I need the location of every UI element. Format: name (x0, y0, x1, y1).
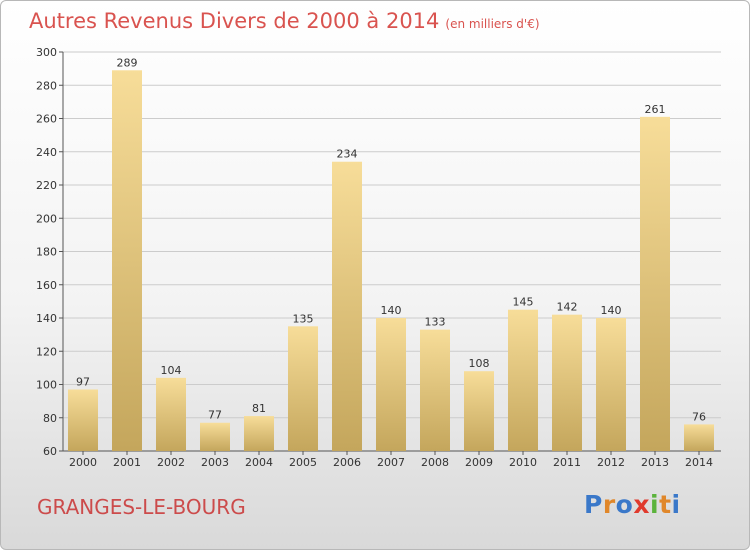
commune-name: GRANGES-LE-BOURG (37, 495, 246, 519)
value-label-2003: 77 (208, 409, 222, 422)
y-tick-label: 280 (36, 79, 57, 92)
y-tick-label: 100 (36, 379, 57, 392)
y-tick-label: 220 (36, 179, 57, 192)
bar-2012 (596, 318, 626, 451)
x-tick-label-2004: 2004 (245, 456, 273, 469)
logo-letter: i (671, 490, 681, 519)
value-label-2007: 140 (381, 304, 402, 317)
bars (68, 70, 714, 452)
value-label-2012: 140 (601, 304, 622, 317)
bar-2000 (68, 389, 98, 451)
y-tick-label: 120 (36, 345, 57, 358)
bar-2013 (640, 116, 670, 452)
x-tick-label-2005: 2005 (289, 456, 317, 469)
y-tick-labels: 60 80 100 120 140 160 180 200 220 240 260 280 300 (36, 46, 57, 458)
bar-2011 (552, 314, 582, 451)
bar-2007 (376, 318, 406, 451)
value-label-2009: 108 (469, 357, 490, 370)
logo-letter: r (602, 490, 616, 519)
value-label-2014: 76 (692, 410, 706, 423)
value-label-2002: 104 (161, 364, 182, 377)
logo-letter: i (650, 490, 660, 519)
y-tick-label: 160 (36, 279, 57, 292)
bar-2001 (112, 70, 142, 451)
y-tick-label: 180 (36, 246, 57, 259)
y-tick-label: 60 (43, 445, 57, 458)
logo-letter: o (615, 490, 634, 519)
value-label-2006: 234 (337, 148, 358, 161)
x-tick-label-2006: 2006 (333, 456, 361, 469)
value-label-2013: 261 (645, 103, 666, 116)
x-tick-label-2008: 2008 (421, 456, 449, 469)
x-tick-label-2009: 2009 (465, 456, 493, 469)
value-labels: 97 289 104 77 81 135 234 140 133 108 145 142 140 261 7… (76, 56, 706, 423)
x-tick-label-2012: 2012 (597, 456, 625, 469)
value-label-2011: 142 (557, 301, 578, 314)
value-label-2005: 135 (293, 312, 314, 325)
y-tick-label: 300 (36, 46, 57, 59)
value-label-2010: 145 (513, 296, 534, 309)
x-tick-label-2007: 2007 (377, 456, 405, 469)
chart-title-main: Autres Revenus Divers de 2000 à 2014 (29, 9, 440, 33)
chart-title: Autres Revenus Divers de 2000 à 2014 (en … (29, 9, 540, 33)
x-tick-label-2013: 2013 (641, 456, 669, 469)
x-tick-label-2003: 2003 (201, 456, 229, 469)
x-tick-label-2010: 2010 (509, 456, 537, 469)
value-label-2001: 289 (117, 56, 138, 69)
x-tick-label-2002: 2002 (157, 456, 185, 469)
logo-letter: x (633, 490, 650, 519)
chart-subtitle: (en milliers d'€) (445, 17, 540, 31)
x-tick-label-2011: 2011 (553, 456, 581, 469)
x-tick-labels: 2000 2001 2002 2003 2004 2005 2006 2007 2008 2009… (69, 456, 713, 469)
bar-2005 (288, 326, 318, 451)
bar-2009 (464, 371, 494, 451)
bar-2010 (508, 309, 538, 451)
logo-letter: t (659, 490, 672, 519)
bar-2014 (684, 424, 714, 451)
logo-letter: P (584, 490, 603, 519)
value-label-2004: 81 (252, 402, 266, 415)
y-tick-label: 80 (43, 412, 57, 425)
y-tick-label: 200 (36, 212, 57, 225)
x-tick-label-2001: 2001 (113, 456, 141, 469)
x-tick-label-2000: 2000 (69, 456, 97, 469)
value-label-2000: 97 (76, 375, 90, 388)
y-tick-label: 240 (36, 146, 57, 159)
y-tick-label: 260 (36, 113, 57, 126)
bar-2003 (200, 422, 230, 451)
bar-2008 (420, 329, 450, 451)
value-label-2008: 133 (425, 316, 446, 329)
proxiti-logo: Proxiti (584, 490, 681, 519)
bar-2002 (156, 377, 186, 451)
bar-2004 (244, 416, 274, 451)
y-tick-label: 140 (36, 312, 57, 325)
bar-2006 (332, 161, 362, 451)
x-tick-label-2014: 2014 (685, 456, 713, 469)
